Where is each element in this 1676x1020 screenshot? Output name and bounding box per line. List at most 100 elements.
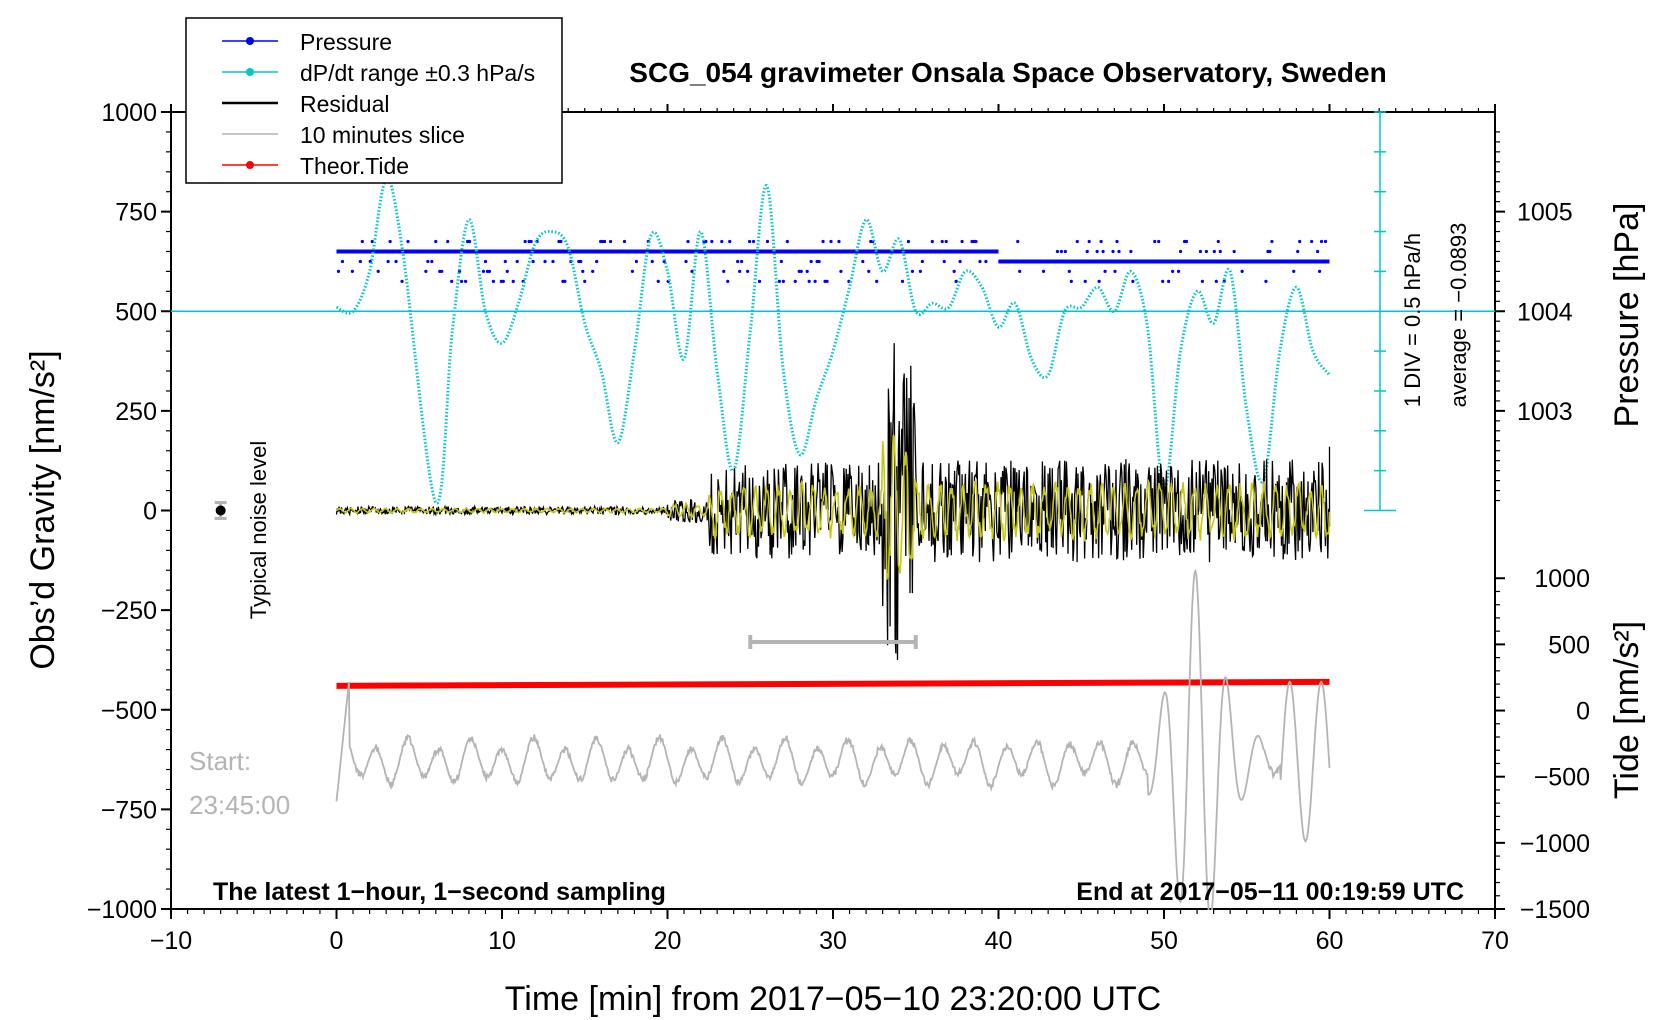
- pressure-dot: [497, 249, 501, 254]
- tide-tick-label: −1000: [1520, 830, 1590, 858]
- pressure-dot: [463, 279, 468, 283]
- pressure-dot: [821, 239, 825, 244]
- pressure-dot: [1216, 239, 1220, 244]
- pressure-dot: [513, 249, 517, 254]
- pressure-dot: [1274, 259, 1278, 264]
- pressure-dot: [1298, 239, 1302, 244]
- pressure-dot: [1198, 249, 1203, 254]
- pressure-dot: [450, 279, 454, 283]
- pressure-dot: [686, 239, 690, 244]
- pressure-dot: [595, 259, 599, 264]
- pressure-dot: [1268, 249, 1272, 254]
- pressure-dot: [956, 249, 960, 254]
- tide-tick-label: 1000: [1534, 565, 1590, 593]
- pressure-dot: [1232, 249, 1236, 254]
- pressure-dot: [785, 239, 789, 244]
- pressure-dot: [1153, 239, 1157, 244]
- theor-tide-series: [336, 678, 1330, 689]
- pressure-dot: [1006, 259, 1010, 264]
- pressure-dot: [930, 239, 934, 244]
- pressure-dot: [1200, 279, 1204, 283]
- noise-level-marker: [214, 501, 227, 520]
- pressure-dot: [819, 249, 823, 254]
- pressure-dot: [1055, 249, 1060, 254]
- pressure-dot: [1167, 279, 1171, 283]
- pressure-dot: [1155, 259, 1159, 264]
- pressure-dot: [636, 249, 640, 254]
- x-tick-label: −10: [150, 927, 192, 955]
- pressure-dot: [376, 269, 380, 273]
- pressure-dot: [1077, 259, 1081, 264]
- pressure-dot: [344, 249, 349, 254]
- pressure-dot: [1097, 279, 1101, 283]
- pressure-dot: [1260, 259, 1264, 264]
- pressure-dot: [1059, 249, 1063, 254]
- pressure-dot: [1105, 259, 1109, 264]
- pressure-dot: [940, 239, 944, 244]
- x-tick-label: 20: [654, 927, 682, 955]
- pressure-dot: [805, 269, 809, 273]
- pressure-dot: [434, 239, 438, 244]
- pressure-dot: [1147, 259, 1151, 264]
- pressure-dot: [360, 239, 364, 244]
- pressure-dot: [1135, 259, 1139, 264]
- pressure-dot: [1115, 239, 1119, 244]
- pressure-dot: [974, 239, 978, 244]
- dpdt-scale-bar: [1364, 111, 1396, 512]
- pressure-dot: [394, 259, 398, 264]
- pressure-dot: [710, 239, 714, 244]
- pressure-dot: [1161, 279, 1165, 283]
- pressure-dot: [914, 249, 919, 254]
- pressure-dot: [1296, 249, 1300, 254]
- pressure-dot: [793, 279, 797, 283]
- legend-label: Theor.Tide: [300, 153, 409, 179]
- pressure-dot: [757, 279, 762, 283]
- pressure-dot: [1083, 279, 1087, 283]
- pressure-dot: [704, 239, 708, 244]
- pressure-dot: [428, 249, 432, 254]
- pressure-dot: [406, 239, 410, 244]
- ten-minute-slice-marker: [748, 635, 918, 650]
- legend-label: dP/dt range ±0.3 hPa/s: [300, 60, 535, 86]
- start-label: Start:: [189, 746, 251, 776]
- pressure-dot: [543, 259, 547, 264]
- pressure-dot: [634, 259, 638, 264]
- pressure-dot: [603, 239, 607, 244]
- pressure-dot: [1323, 239, 1328, 244]
- pressure-dot: [1087, 239, 1091, 244]
- pressure-dot: [481, 269, 486, 273]
- noise-label: Typical noise level: [246, 441, 271, 620]
- pressure-dot: [1129, 249, 1133, 254]
- y-axis-left-ticks: 1000 750 500 250 0 −250 −500 −750 −1000: [87, 99, 171, 924]
- legend: Pressure dP/dt range ±0.3 hPa/s Residual 10…: [185, 17, 563, 184]
- end-time-note: End at 2017−05−11 00:19:59 UTC: [1076, 878, 1464, 906]
- pressure-dot: [606, 249, 611, 254]
- legend-swatch-marker: [246, 68, 254, 76]
- pressure-dot: [650, 259, 654, 264]
- pressure-dot: [1212, 249, 1216, 254]
- x-tick-label: 10: [488, 927, 516, 955]
- pressure-dot: [483, 259, 488, 264]
- pressure-dot: [336, 269, 341, 273]
- pressure-dot: [829, 239, 833, 244]
- pressure-dot: [1171, 269, 1175, 273]
- pressure-dot: [491, 279, 495, 283]
- noise-dot: [215, 505, 226, 516]
- pressure-dot: [1085, 249, 1089, 254]
- pressure-dot: [1308, 259, 1312, 264]
- pressure-dot: [1018, 269, 1022, 273]
- pressure-dot: [559, 239, 563, 244]
- pressure-dot: [839, 269, 843, 273]
- pressure-dot: [1041, 269, 1046, 273]
- pressure-dot: [1117, 249, 1121, 254]
- pressure-dot: [1178, 249, 1183, 254]
- pressure-dot: [1230, 259, 1234, 264]
- legend-swatch-marker: [246, 161, 254, 169]
- x-tick-label: 50: [1150, 927, 1178, 955]
- tide-axis-label: Tide [nm/s²]: [1608, 621, 1646, 799]
- pressure-dot: [340, 259, 345, 264]
- tide-tick-label: −500: [1534, 764, 1590, 792]
- pressure-dot: [879, 249, 883, 254]
- pressure-dot: [1319, 239, 1324, 244]
- pressure-dot: [948, 249, 952, 254]
